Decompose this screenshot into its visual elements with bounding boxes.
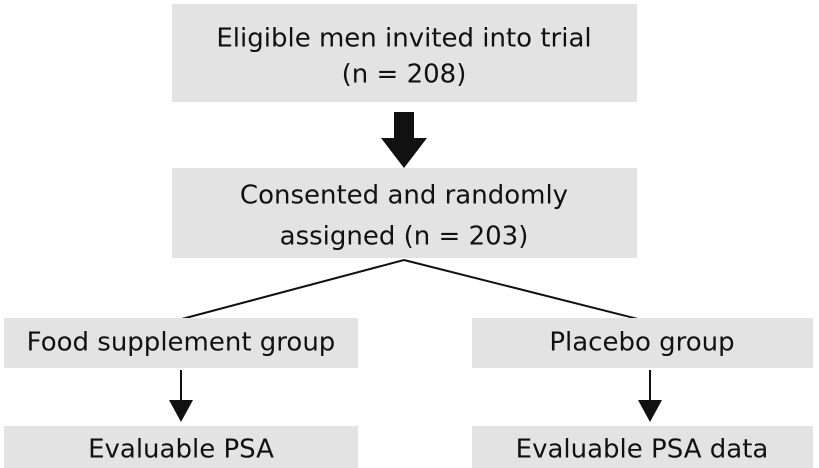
node-label: Evaluable PSA xyxy=(88,435,274,465)
box xyxy=(172,168,637,258)
node-label: Food supplement group xyxy=(27,328,336,358)
node-label: Consented and randomly xyxy=(240,181,568,211)
box xyxy=(172,4,637,102)
box xyxy=(4,318,358,368)
connector xyxy=(177,259,405,321)
arrowhead xyxy=(638,400,662,422)
connector xyxy=(403,259,643,321)
box xyxy=(472,318,813,368)
node-label: (n = 208) xyxy=(342,60,467,90)
node-label: Placebo group xyxy=(549,328,734,358)
node-label: Evaluable PSA data xyxy=(516,435,769,465)
arrowhead xyxy=(169,400,193,422)
box xyxy=(4,426,358,468)
node-label: assigned (n = 203) xyxy=(280,222,529,252)
arrow xyxy=(381,112,427,168)
node-label: Eligible men invited into trial xyxy=(216,24,591,54)
box xyxy=(472,426,813,468)
